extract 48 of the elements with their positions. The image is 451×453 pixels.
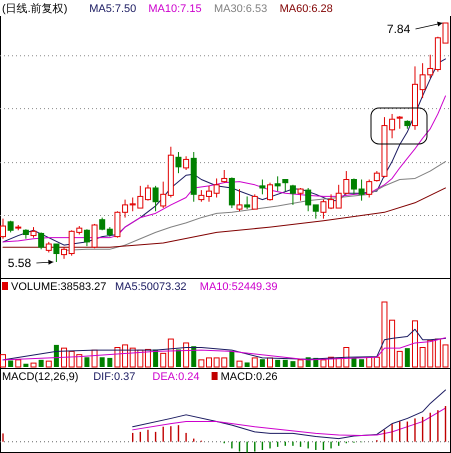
bar [38, 360, 44, 367]
text: MA10:52449.39 [200, 281, 278, 293]
annotation: 5.58 [8, 256, 32, 270]
bar [15, 359, 22, 368]
bar [8, 360, 14, 367]
text: MA5:50073.32 [115, 281, 187, 293]
bar [221, 357, 228, 368]
chart-title: (日线.前复权) [2, 2, 68, 15]
bar [100, 357, 105, 367]
bar [282, 360, 288, 367]
bar [168, 338, 174, 368]
bar [244, 362, 250, 367]
bar [359, 359, 364, 367]
bar [229, 351, 234, 367]
bar [160, 352, 166, 368]
bar [76, 354, 82, 368]
bar [290, 361, 296, 367]
bar [176, 349, 181, 367]
text: DEA:0.24 [152, 371, 200, 383]
bar [54, 344, 59, 367]
text: DIF:0.37 [93, 371, 136, 383]
bar [183, 342, 190, 368]
bar [107, 358, 112, 367]
bar [92, 350, 98, 368]
bar [343, 347, 350, 368]
bar [191, 346, 196, 367]
chart-title: MACD(12,26,9) [2, 371, 78, 383]
text: MA30:6.53 [214, 3, 268, 15]
text: MA60:6.28 [280, 3, 333, 15]
bar [236, 360, 243, 368]
annotation: 7.84 [386, 22, 411, 36]
bar [260, 359, 265, 367]
bar [252, 357, 258, 368]
bar [23, 364, 28, 367]
bar [267, 357, 274, 368]
bar [366, 356, 372, 368]
bar [275, 360, 280, 367]
text: MA5:7.50 [89, 3, 136, 15]
bar [46, 360, 52, 368]
text: MA10:7.15 [148, 3, 202, 15]
bar [84, 357, 90, 367]
bar [298, 359, 304, 368]
legend-label: MACD:0.26 [220, 371, 278, 383]
legend-label: VOLUME:38583.27 [11, 281, 106, 293]
bar [404, 348, 410, 367]
bar [30, 362, 37, 368]
candlestick [259, 179, 266, 195]
bar [351, 358, 356, 367]
